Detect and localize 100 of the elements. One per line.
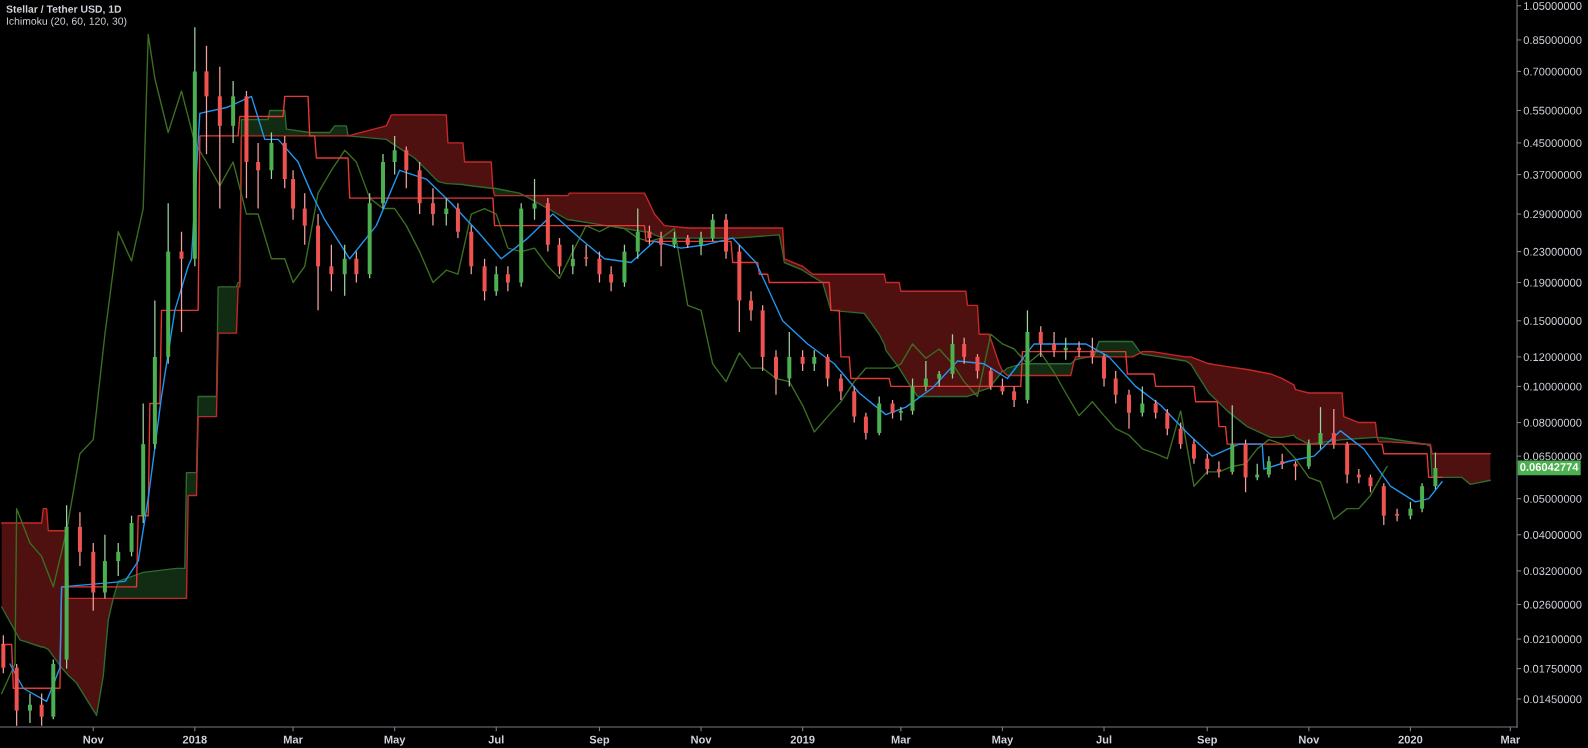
candlestick bbox=[898, 406, 903, 422]
candlestick bbox=[659, 231, 664, 267]
y-tick-label: 0.01450000 bbox=[1523, 695, 1582, 704]
y-tick-label: 0.05000000 bbox=[1523, 494, 1582, 503]
y-tick-label: 0.06500000 bbox=[1523, 452, 1582, 461]
candlestick bbox=[179, 231, 184, 333]
candlestick bbox=[825, 353, 830, 388]
y-tick-label: 0.03200000 bbox=[1523, 567, 1582, 576]
y-tick-label: 0.85000000 bbox=[1523, 36, 1582, 45]
candlestick bbox=[863, 412, 868, 441]
candlestick bbox=[329, 244, 334, 292]
x-tick-label: Mar bbox=[1501, 735, 1521, 744]
candlestick bbox=[710, 213, 715, 242]
candlestick bbox=[1140, 385, 1145, 418]
y-tick-label: 0.29000000 bbox=[1523, 210, 1582, 219]
y-tick-label: 0.23000000 bbox=[1523, 247, 1582, 256]
candlestick bbox=[455, 202, 460, 239]
candlestick bbox=[557, 237, 562, 275]
candlestick bbox=[1012, 385, 1017, 408]
candlestick bbox=[505, 265, 510, 292]
candlestick bbox=[988, 367, 993, 391]
candlestick bbox=[302, 192, 307, 246]
candlestick bbox=[1, 634, 6, 674]
x-tick-label: Nov bbox=[83, 735, 104, 744]
y-tick-label: 0.01750000 bbox=[1523, 664, 1582, 673]
x-tick-label: Jul bbox=[1096, 735, 1112, 744]
candlestick bbox=[787, 331, 792, 388]
candlestick bbox=[975, 353, 980, 380]
x-tick-label: Nov bbox=[1299, 735, 1320, 744]
candlestick bbox=[609, 265, 614, 292]
candlestick bbox=[1306, 438, 1311, 470]
candlestick bbox=[597, 250, 602, 284]
y-tick-label: 0.10000000 bbox=[1523, 382, 1582, 391]
text: 0.06042774 bbox=[1520, 463, 1579, 471]
candlestick bbox=[404, 145, 409, 189]
candlestick bbox=[635, 207, 640, 260]
candlestick bbox=[890, 399, 895, 420]
y-tick-label: 0.02600000 bbox=[1523, 600, 1582, 609]
candlestick bbox=[27, 692, 32, 724]
candlestick bbox=[647, 224, 652, 246]
candlestick bbox=[773, 349, 778, 396]
x-tick-label: May bbox=[384, 735, 406, 746]
candlestick bbox=[749, 290, 753, 322]
x-tick-label: 2018 bbox=[182, 735, 207, 744]
x-tick-label: Mar bbox=[283, 735, 303, 744]
y-tick-label: 0.37000000 bbox=[1523, 170, 1582, 179]
candlestick bbox=[1331, 408, 1336, 450]
candlestick bbox=[444, 197, 449, 227]
candlestick bbox=[342, 244, 347, 297]
candlestick bbox=[1191, 438, 1196, 465]
x-tick-label: Jul bbox=[488, 735, 504, 744]
candlestick bbox=[699, 231, 704, 256]
x-tick-label: May bbox=[992, 735, 1014, 746]
candlestick bbox=[1038, 325, 1043, 358]
candlestick bbox=[392, 135, 397, 176]
candlestick bbox=[812, 349, 817, 372]
candlestick bbox=[1433, 451, 1438, 490]
y-tick-label: 0.70000000 bbox=[1523, 67, 1582, 76]
chart-title: Stellar / Tether USD, 1D bbox=[6, 5, 122, 15]
candlestick bbox=[1165, 408, 1170, 436]
y-tick-label: 0.02100000 bbox=[1523, 635, 1582, 644]
y-tick-label: 0.15000000 bbox=[1523, 317, 1582, 325]
candlestick bbox=[494, 265, 499, 297]
x-tick-label: Nov bbox=[691, 735, 712, 744]
candlestick bbox=[1090, 337, 1095, 365]
candlestick bbox=[1153, 399, 1158, 420]
y-tick-label: 0.19000000 bbox=[1523, 278, 1582, 287]
candlestick bbox=[256, 142, 261, 210]
candlestick bbox=[39, 692, 44, 727]
y-tick-label: 0.04000000 bbox=[1523, 531, 1582, 539]
x-tick-label: 2020 bbox=[1398, 735, 1423, 744]
candlestick bbox=[570, 244, 575, 275]
candlestick bbox=[116, 542, 121, 577]
y-tick-label: 0.08000000 bbox=[1523, 418, 1582, 427]
y-tick-label: 0.12000000 bbox=[1523, 353, 1582, 362]
candlestick bbox=[1205, 453, 1210, 476]
candlestick bbox=[1420, 482, 1425, 513]
y-tick-label: 0.45000000 bbox=[1523, 139, 1582, 148]
text: Ichimoku (20, 60, 120, 30) bbox=[6, 17, 127, 27]
candlestick bbox=[1395, 508, 1400, 522]
candlestick bbox=[1216, 460, 1221, 479]
candlestick bbox=[838, 373, 843, 401]
y-tick-label: 0.55000000 bbox=[1523, 106, 1582, 115]
candlestick bbox=[1113, 370, 1118, 405]
y-tick-label: 1.05000000 bbox=[1524, 2, 1582, 10]
candlestick bbox=[430, 187, 435, 227]
candlestick bbox=[1052, 331, 1057, 358]
x-tick-label: 2019 bbox=[790, 735, 815, 744]
x-tick-label: Sep bbox=[589, 735, 610, 746]
candlestick bbox=[1318, 406, 1323, 450]
candlestick bbox=[1127, 389, 1132, 430]
x-tick-label: Mar bbox=[891, 735, 911, 744]
candlestick bbox=[1266, 455, 1271, 479]
candlestick bbox=[1102, 353, 1107, 388]
candlestick bbox=[1178, 421, 1183, 450]
candlestick bbox=[354, 250, 359, 284]
candlestick bbox=[584, 244, 589, 267]
candlestick bbox=[962, 337, 967, 365]
candlestick bbox=[800, 349, 805, 372]
candlestick bbox=[532, 178, 537, 221]
